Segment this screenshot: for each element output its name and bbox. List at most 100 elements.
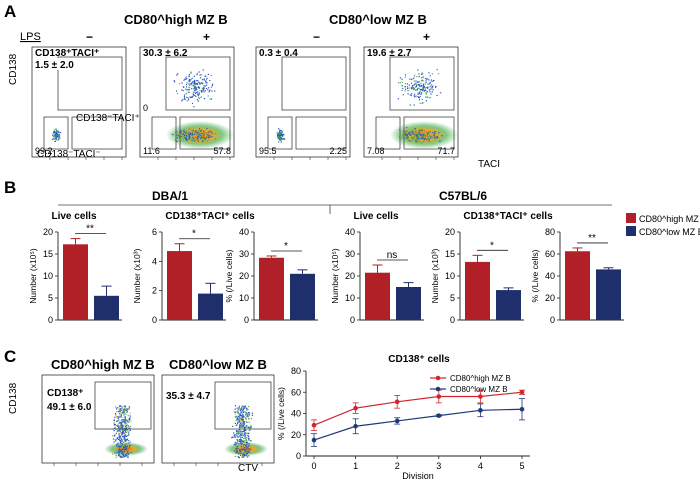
event-dot bbox=[420, 134, 422, 136]
event-dot bbox=[198, 136, 200, 139]
event-dot bbox=[192, 134, 194, 136]
event-dot bbox=[202, 140, 204, 142]
event-dot bbox=[180, 131, 182, 133]
event-dot bbox=[125, 422, 127, 424]
event-dot bbox=[440, 92, 442, 94]
bar-high bbox=[565, 251, 590, 320]
event-dot bbox=[193, 84, 195, 86]
event-dot bbox=[123, 419, 125, 421]
event-dot bbox=[124, 407, 126, 409]
event-dot bbox=[117, 451, 119, 453]
event-dot bbox=[248, 429, 250, 432]
event-dot bbox=[201, 139, 203, 141]
panel-c-group-high: CD80^high MZ B bbox=[51, 357, 155, 372]
event-dot bbox=[55, 133, 57, 135]
event-dot bbox=[250, 427, 253, 429]
event-dot bbox=[202, 137, 204, 139]
event-dot bbox=[247, 412, 249, 414]
bar-chart-3: 0 10 20 30 40 % (/Live cells) * bbox=[224, 227, 318, 325]
event-dot bbox=[186, 82, 188, 84]
event-dot bbox=[244, 434, 246, 436]
event-dot bbox=[211, 90, 213, 92]
event-dot bbox=[408, 87, 410, 89]
y-tick-label: 20 bbox=[291, 430, 301, 440]
event-dot bbox=[430, 93, 432, 95]
event-dot bbox=[203, 85, 205, 87]
event-dot bbox=[192, 92, 194, 94]
event-dot bbox=[173, 80, 175, 82]
event-dot bbox=[241, 453, 244, 455]
lps-plus-2: + bbox=[423, 30, 430, 44]
event-dot bbox=[240, 450, 243, 452]
event-dot bbox=[197, 140, 200, 142]
event-dot bbox=[433, 136, 436, 138]
event-dot bbox=[234, 450, 236, 452]
event-dot bbox=[121, 432, 123, 434]
event-dot bbox=[186, 78, 188, 80]
event-dot bbox=[241, 405, 243, 407]
event-dot bbox=[240, 418, 242, 420]
event-dot bbox=[236, 407, 238, 409]
event-dot bbox=[123, 410, 125, 412]
flow-plot-frame bbox=[255, 46, 351, 158]
event-dot bbox=[115, 454, 117, 456]
event-dot bbox=[211, 132, 213, 134]
event-dot bbox=[122, 410, 125, 412]
event-dot bbox=[116, 408, 118, 410]
event-dot bbox=[185, 78, 187, 80]
event-dot bbox=[205, 130, 207, 132]
event-dot bbox=[208, 91, 210, 93]
gate-cd138-neg-taci-pos bbox=[403, 116, 455, 150]
event-dot bbox=[238, 408, 240, 410]
gate-name-neg: CD138⁻TACI⁻ bbox=[37, 149, 101, 160]
event-dot bbox=[418, 87, 420, 89]
event-dot bbox=[250, 418, 253, 420]
event-dot bbox=[200, 82, 202, 84]
event-dot bbox=[194, 140, 196, 142]
event-dot bbox=[209, 134, 211, 136]
event-dot bbox=[417, 84, 419, 86]
event-dot bbox=[58, 135, 61, 137]
event-dot bbox=[205, 75, 207, 77]
event-dot bbox=[409, 137, 411, 139]
event-dot bbox=[204, 137, 206, 139]
event-dot bbox=[190, 129, 192, 132]
event-dot bbox=[123, 432, 125, 435]
event-dot bbox=[182, 99, 184, 101]
event-dot bbox=[422, 134, 424, 136]
event-dot bbox=[420, 85, 422, 87]
event-dot bbox=[248, 439, 250, 441]
event-dot bbox=[410, 87, 413, 90]
event-dot bbox=[405, 129, 407, 131]
y-tick-label: 30 bbox=[239, 249, 249, 259]
event-dot bbox=[242, 408, 244, 410]
event-dot bbox=[398, 82, 400, 84]
event-dot bbox=[430, 133, 432, 135]
event-dot bbox=[414, 83, 416, 85]
event-dot bbox=[195, 91, 197, 93]
event-dot bbox=[199, 131, 201, 133]
event-dot bbox=[118, 451, 120, 453]
bar-low bbox=[290, 273, 315, 320]
event-dot bbox=[416, 137, 418, 139]
y-tick-label: 30 bbox=[345, 249, 355, 259]
event-dot bbox=[118, 416, 120, 418]
event-dot bbox=[242, 435, 244, 437]
bar-chart-6: 0 20 40 60 80 % (/Live cells) ** bbox=[530, 227, 624, 325]
event-dot bbox=[197, 139, 199, 141]
event-dot bbox=[115, 449, 118, 451]
event-dot bbox=[406, 138, 408, 140]
event-dot bbox=[244, 429, 246, 431]
event-dot bbox=[236, 445, 238, 448]
event-dot bbox=[279, 133, 281, 135]
event-dot bbox=[118, 429, 120, 431]
event-dot bbox=[191, 82, 193, 84]
event-dot bbox=[187, 97, 189, 99]
event-dot bbox=[431, 87, 433, 89]
event-dot bbox=[241, 445, 243, 447]
y-tick-label: 0 bbox=[244, 315, 249, 325]
event-dot bbox=[422, 80, 424, 82]
event-dot bbox=[120, 455, 122, 457]
event-dot bbox=[243, 430, 246, 432]
event-dot bbox=[202, 133, 204, 135]
